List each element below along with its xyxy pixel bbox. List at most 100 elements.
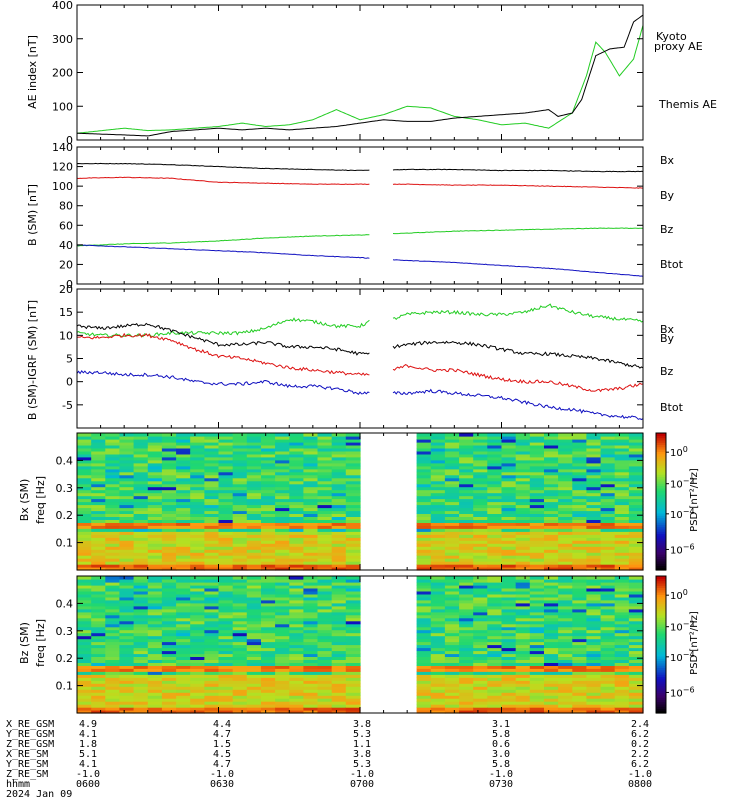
spectrogram-cell	[105, 513, 120, 517]
spectrogram-cell	[628, 620, 644, 625]
spectrogram-cell	[544, 501, 559, 506]
spectrogram-cell	[586, 695, 602, 699]
spectrogram-cell	[600, 561, 616, 565]
spectrogram-cell	[303, 456, 319, 461]
spectrogram-cell	[190, 477, 205, 482]
spectrogram-cell	[289, 558, 304, 562]
spectrogram-cell	[600, 704, 616, 708]
spectrogram-cell	[558, 641, 573, 646]
spectrogram-cell	[190, 692, 205, 696]
spectrogram-cell	[303, 686, 319, 690]
spectrogram-cell	[317, 629, 333, 634]
spectrogram-cell	[331, 519, 347, 523]
spectrogram-cell	[345, 620, 361, 625]
colorbar-cell	[656, 617, 666, 620]
spectrogram-cell	[147, 662, 163, 666]
spectrogram-cell	[614, 689, 630, 693]
spectrogram-cell	[544, 537, 559, 541]
colorbar-cell	[656, 494, 666, 498]
spectrogram-cell	[572, 522, 588, 526]
spectrogram-cell	[147, 444, 163, 449]
spectrogram-cell	[529, 659, 545, 663]
spectrogram-cell	[430, 498, 446, 503]
spectrogram-cell	[459, 605, 474, 610]
spectrogram-cell	[218, 436, 234, 440]
spectrogram-cell	[133, 626, 149, 631]
spectrogram-cell	[275, 525, 290, 529]
ephemeris-value: 4.7	[213, 729, 231, 740]
spectrogram-cell	[289, 564, 304, 568]
spectrogram-cell	[600, 444, 616, 449]
spectrogram-cell	[204, 692, 220, 696]
spectrogram-cell	[261, 474, 276, 479]
spectrogram-cell	[628, 534, 644, 538]
spectrogram-cell	[430, 486, 446, 491]
spectrogram-cell	[246, 528, 262, 532]
colorbar-tick-label: 10−4	[670, 507, 695, 521]
spectrogram-cell	[459, 459, 474, 464]
spectrogram-cell	[628, 641, 644, 646]
spectrogram-cell	[345, 471, 361, 476]
spectrogram-cell	[133, 537, 149, 541]
spectrogram-cell	[586, 462, 602, 467]
spectrogram-cell	[444, 537, 460, 541]
spectrogram-cell	[586, 450, 602, 455]
spectrogram-cell	[261, 525, 276, 529]
spectrogram-cell	[416, 602, 432, 607]
spectrogram-cell	[204, 513, 220, 517]
spectrogram-cell	[628, 614, 644, 619]
spectrogram-cell	[232, 620, 248, 625]
spectrogram-cell	[77, 680, 92, 684]
spectrogram-cell	[218, 582, 234, 586]
spectrogram-cell	[105, 641, 120, 646]
spectrogram-cell	[317, 546, 333, 550]
spectrogram-cell	[246, 683, 262, 687]
spectrogram-cell	[303, 641, 319, 646]
spectrogram-cell	[544, 558, 559, 562]
colorbar-cell	[656, 596, 666, 600]
spectrogram-cell	[345, 647, 361, 652]
spectrogram-cell	[600, 519, 616, 523]
spectrogram-cell	[586, 564, 602, 568]
spectrogram-cell	[176, 632, 191, 637]
spectrogram-cell	[544, 617, 559, 622]
spectrogram-cell	[77, 692, 92, 696]
spectrogram-cell	[218, 710, 234, 714]
spectrogram-cell	[133, 522, 149, 526]
spectrogram-cell	[345, 433, 361, 437]
spectrogram-cell	[345, 501, 361, 506]
spectrogram-cell	[331, 465, 347, 470]
spectrogram-cell	[147, 668, 163, 672]
spectrogram-cell	[430, 483, 446, 488]
spectrogram-cell	[246, 537, 262, 541]
spectrogram-cell	[572, 692, 588, 696]
spectrogram-cell	[105, 584, 120, 589]
spectrogram-cell	[501, 501, 517, 506]
spectrogram-cell	[473, 450, 488, 455]
spectrogram-cell	[487, 537, 503, 541]
spectrogram-cell	[430, 668, 446, 672]
ephemeris-value: -1.0	[489, 769, 513, 780]
spectrogram-cell	[586, 537, 602, 541]
spectrogram-cell	[416, 510, 432, 514]
spectrogram-cell	[105, 459, 120, 464]
spectrogram-cell	[218, 546, 234, 550]
spectrogram-cell	[628, 680, 644, 684]
spectrogram-cell	[161, 510, 177, 514]
spectrogram-cell	[459, 659, 474, 663]
spectrogram-cell	[232, 519, 248, 523]
spectrogram-cell	[544, 444, 559, 449]
spectrogram-cell	[444, 596, 460, 601]
spectrogram-cell	[161, 584, 177, 589]
spectrogram-cell	[459, 623, 474, 628]
spectrogram-cell	[133, 447, 149, 452]
spectrogram-cell	[529, 480, 545, 485]
spectrogram-cell	[544, 686, 559, 690]
spectrogram-cell	[275, 626, 290, 631]
spectrogram-cell	[501, 659, 517, 663]
spectrogram-cell	[529, 584, 545, 589]
spectrogram-cell	[614, 614, 630, 619]
spectrogram-cell	[444, 564, 460, 568]
spectrogram-cell	[133, 561, 149, 565]
spectrogram-cell	[558, 707, 573, 711]
